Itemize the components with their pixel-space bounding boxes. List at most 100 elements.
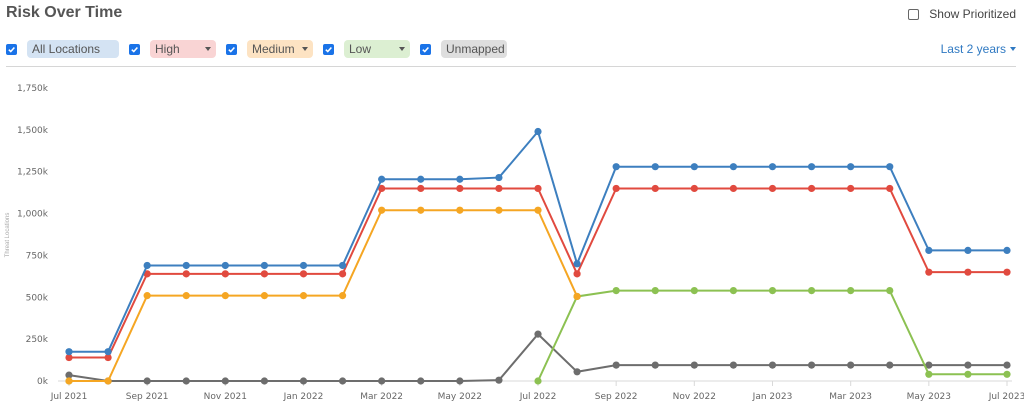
data-point[interactable]: [729, 184, 738, 193]
data-point[interactable]: [260, 261, 269, 270]
data-point[interactable]: [182, 292, 190, 300]
data-point[interactable]: [182, 261, 190, 270]
data-point[interactable]: [612, 361, 620, 369]
show-prioritized-toggle[interactable]: Show Prioritized: [908, 7, 1016, 21]
data-point[interactable]: [964, 370, 972, 378]
data-point[interactable]: [612, 286, 620, 295]
data-point[interactable]: [378, 184, 386, 193]
time-range-dropdown[interactable]: Last 2 years: [941, 42, 1016, 56]
data-point[interactable]: [847, 184, 855, 193]
filter-checkbox-unmapped[interactable]: [420, 43, 431, 55]
data-point[interactable]: [378, 175, 386, 183]
data-point[interactable]: [651, 361, 659, 369]
filter-pill-medium[interactable]: Medium: [247, 40, 313, 58]
data-point[interactable]: [847, 163, 855, 171]
data-point[interactable]: [847, 286, 855, 295]
data-point[interactable]: [299, 292, 308, 300]
data-point[interactable]: [182, 377, 190, 385]
data-point[interactable]: [260, 377, 269, 385]
data-point[interactable]: [221, 377, 229, 385]
filter-checkbox-low[interactable]: [323, 43, 334, 55]
data-point[interactable]: [964, 268, 972, 276]
data-point[interactable]: [1003, 246, 1011, 255]
data-point[interactable]: [847, 361, 855, 369]
data-point[interactable]: [768, 163, 777, 171]
data-point[interactable]: [768, 286, 777, 295]
data-point[interactable]: [65, 348, 73, 356]
data-point[interactable]: [729, 163, 738, 171]
data-point[interactable]: [768, 184, 777, 193]
data-point[interactable]: [104, 348, 112, 356]
data-point[interactable]: [886, 286, 894, 295]
data-point[interactable]: [1003, 361, 1011, 369]
data-point[interactable]: [534, 184, 542, 193]
data-point[interactable]: [417, 175, 425, 183]
data-point[interactable]: [338, 261, 347, 270]
data-point[interactable]: [104, 353, 112, 362]
data-point[interactable]: [143, 377, 151, 385]
data-point[interactable]: [143, 261, 151, 270]
data-point[interactable]: [1003, 268, 1011, 276]
data-point[interactable]: [925, 268, 933, 276]
data-point[interactable]: [495, 206, 503, 214]
data-point[interactable]: [299, 270, 308, 278]
data-point[interactable]: [417, 206, 425, 214]
chevron-down-icon[interactable]: [302, 47, 308, 51]
filter-checkbox-all-locations[interactable]: [6, 43, 17, 55]
data-point[interactable]: [456, 206, 464, 214]
chevron-down-icon[interactable]: [205, 47, 211, 51]
data-point[interactable]: [729, 286, 738, 295]
data-point[interactable]: [886, 184, 894, 193]
show-prioritized-checkbox[interactable]: [908, 8, 920, 20]
data-point[interactable]: [456, 184, 464, 193]
data-point[interactable]: [925, 246, 933, 255]
data-point[interactable]: [65, 353, 73, 362]
data-point[interactable]: [690, 361, 698, 369]
data-point[interactable]: [221, 270, 229, 278]
data-point[interactable]: [690, 163, 698, 171]
data-point[interactable]: [182, 270, 190, 278]
data-point[interactable]: [886, 361, 894, 369]
data-point[interactable]: [495, 173, 503, 182]
data-point[interactable]: [417, 184, 425, 193]
filter-pill-low[interactable]: Low: [344, 40, 410, 58]
data-point[interactable]: [65, 377, 73, 385]
data-point[interactable]: [299, 377, 308, 385]
data-point[interactable]: [378, 377, 386, 385]
data-point[interactable]: [338, 270, 347, 278]
data-point[interactable]: [260, 292, 269, 300]
data-point[interactable]: [534, 330, 542, 338]
filter-checkbox-medium[interactable]: [226, 43, 237, 55]
data-point[interactable]: [612, 163, 620, 171]
data-point[interactable]: [260, 270, 269, 278]
data-point[interactable]: [651, 286, 659, 295]
data-point[interactable]: [456, 377, 464, 385]
data-point[interactable]: [690, 286, 698, 295]
data-point[interactable]: [65, 371, 73, 379]
data-point[interactable]: [768, 361, 777, 369]
data-point[interactable]: [729, 361, 738, 369]
data-point[interactable]: [378, 206, 386, 214]
data-point[interactable]: [338, 377, 347, 385]
data-point[interactable]: [1003, 370, 1011, 378]
data-point[interactable]: [612, 184, 620, 193]
data-point[interactable]: [807, 361, 816, 369]
filter-pill-high[interactable]: High: [150, 40, 216, 58]
filter-pill-unmapped[interactable]: Unmapped: [441, 40, 507, 58]
data-point[interactable]: [651, 184, 659, 193]
data-point[interactable]: [143, 270, 151, 278]
data-point[interactable]: [964, 246, 972, 255]
data-point[interactable]: [573, 292, 581, 301]
data-point[interactable]: [690, 184, 698, 193]
data-point[interactable]: [651, 163, 659, 171]
data-point[interactable]: [456, 175, 464, 183]
data-point[interactable]: [886, 163, 894, 171]
data-point[interactable]: [534, 377, 542, 385]
filter-checkbox-high[interactable]: [129, 43, 140, 55]
data-point[interactable]: [573, 270, 581, 278]
data-point[interactable]: [221, 292, 229, 300]
chevron-down-icon[interactable]: [399, 47, 405, 51]
data-point[interactable]: [495, 184, 503, 193]
data-point[interactable]: [495, 376, 503, 384]
data-point[interactable]: [807, 286, 816, 295]
